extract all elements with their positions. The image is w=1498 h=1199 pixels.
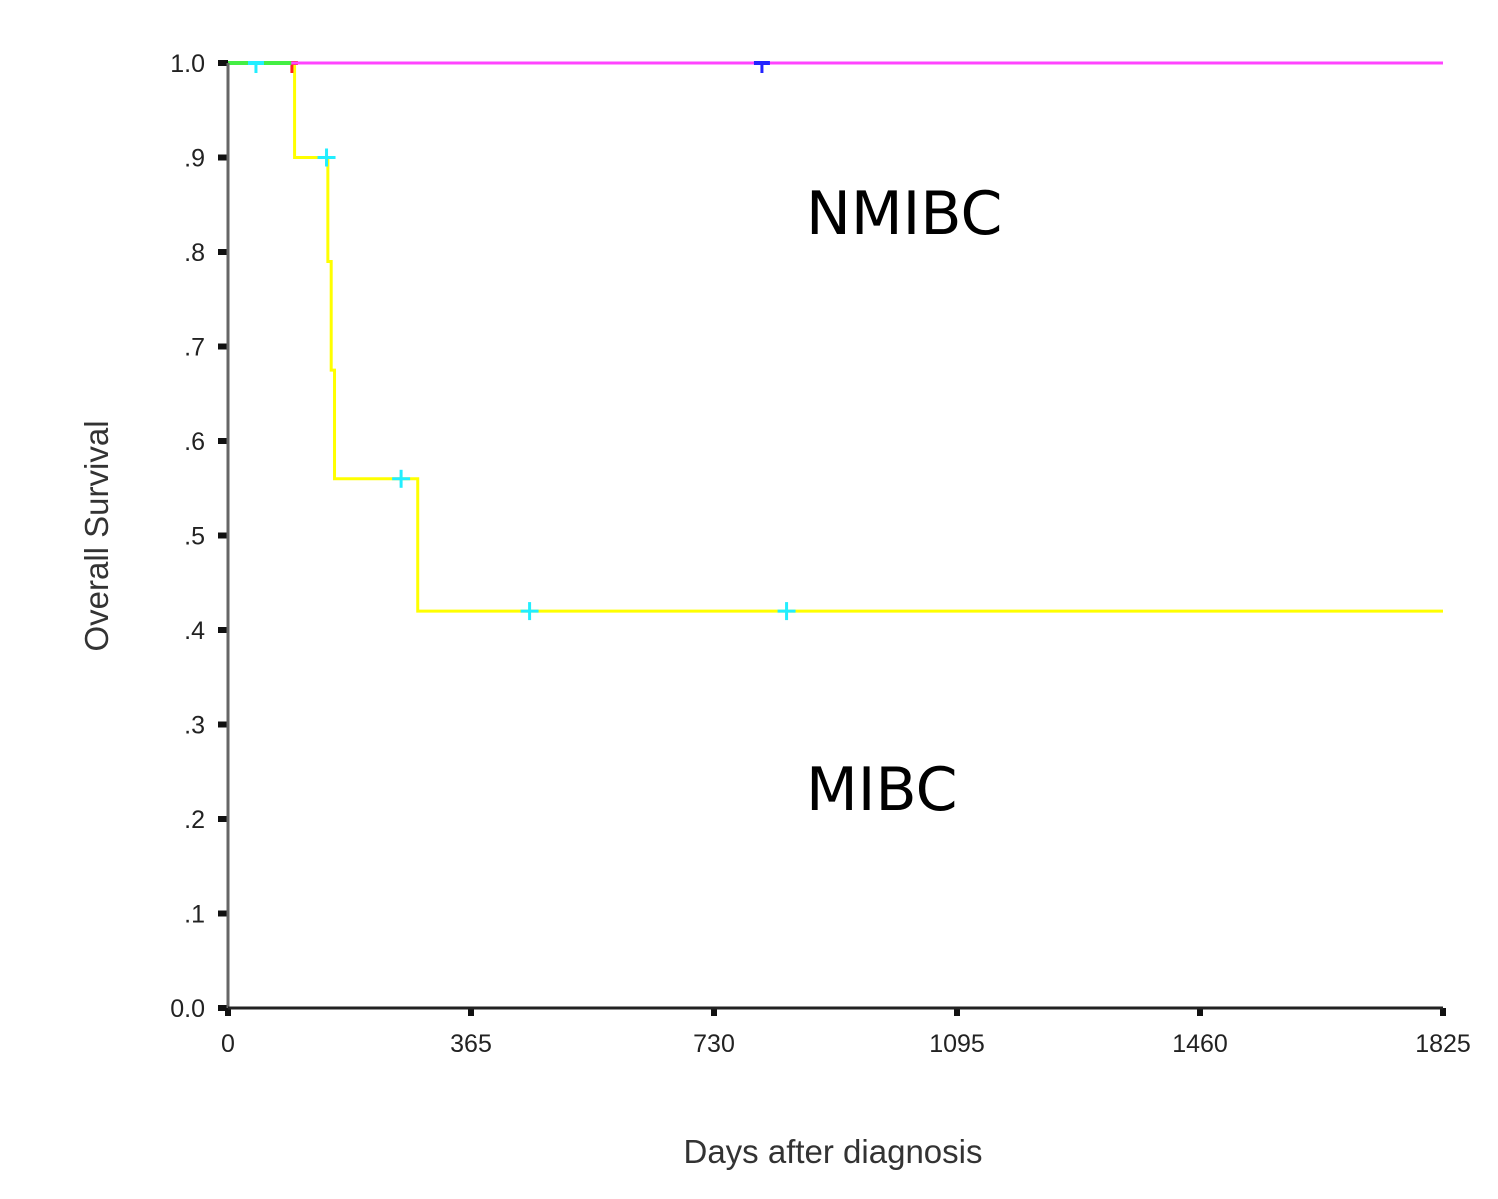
censor-mark: [753, 61, 770, 73]
x-tick-label: 730: [693, 1030, 735, 1058]
y-tick-mark: [218, 532, 228, 539]
censor-mark: [520, 602, 539, 621]
annotation-nmibc: NMIBC: [806, 179, 1002, 249]
y-tick-label: .6: [184, 428, 205, 456]
x-tick-label: 365: [450, 1030, 492, 1058]
x-tick-mark: [1197, 1008, 1203, 1016]
y-tick-label: .5: [184, 523, 205, 551]
censor-mark: [777, 602, 796, 621]
x-tick-mark: [954, 1008, 960, 1016]
y-tick-mark: [218, 60, 228, 66]
y-tick-label: .1: [184, 901, 205, 929]
y-tick-mark: [218, 1005, 228, 1011]
y-tick-label: .9: [184, 145, 205, 173]
y-tick-label: .8: [184, 239, 205, 267]
y-tick-mark: [218, 910, 228, 917]
y-axis-ticks: 0.0 .1 .2 .3 .4 .5 .6 .7 .8 .9 1.0: [170, 50, 228, 1023]
y-tick-mark: [218, 721, 228, 728]
y-tick-label: .7: [184, 334, 205, 362]
x-tick-mark: [711, 1008, 717, 1016]
x-axis-ticks: 0 365 730 1095 1460 1825: [221, 1008, 1471, 1058]
y-tick-label: .3: [184, 712, 205, 740]
x-tick-label: 0: [221, 1030, 235, 1058]
x-axis-title: Days after diagnosis: [684, 1133, 983, 1170]
y-tick-label: .2: [184, 806, 205, 834]
annotation-mibc: MIBC: [806, 755, 957, 825]
series-layer: [228, 61, 1443, 621]
y-axis-title: Overall Survival: [78, 420, 115, 651]
y-tick-mark: [218, 249, 228, 255]
x-tick-mark: [225, 1008, 231, 1016]
y-tick-mark: [218, 438, 228, 444]
x-tick-label: 1825: [1415, 1030, 1471, 1058]
x-tick-mark: [1440, 1008, 1446, 1016]
x-tick-label: 1095: [929, 1030, 985, 1058]
censor-mark: [392, 469, 411, 488]
x-tick-label: 1460: [1172, 1030, 1228, 1058]
y-tick-mark: [218, 627, 228, 633]
y-tick-mark: [218, 343, 228, 350]
y-tick-mark: [218, 154, 228, 161]
censor-mark: [247, 61, 264, 73]
y-tick-mark: [218, 816, 228, 822]
y-tick-label: .4: [184, 617, 205, 645]
censor-mark: [317, 148, 336, 167]
x-tick-mark: [468, 1008, 474, 1016]
y-tick-label: 0.0: [170, 995, 205, 1023]
survival-curve-mibc: [228, 61, 1443, 613]
y-tick-label: 1.0: [170, 50, 205, 78]
